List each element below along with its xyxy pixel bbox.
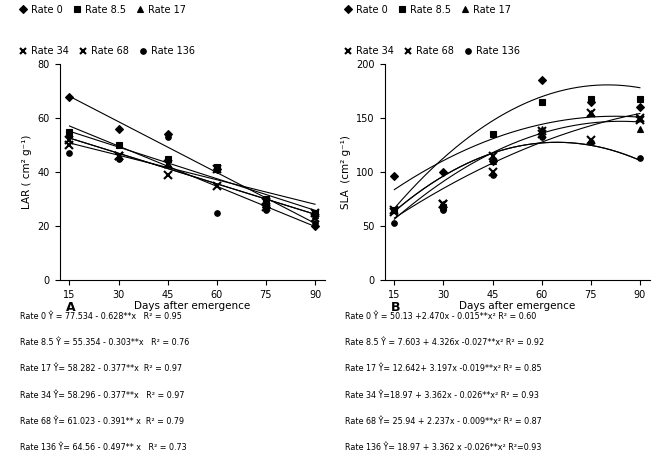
Text: Rate 0 Ŷ = 50.13 +2.470x - 0.015**x² R² = 0.60: Rate 0 Ŷ = 50.13 +2.470x - 0.015**x² R² …: [345, 312, 536, 321]
Text: Rate 0 Ŷ = 77.534 - 0.628**x   R² = 0.95: Rate 0 Ŷ = 77.534 - 0.628**x R² = 0.95: [20, 312, 182, 321]
Text: Rate 17 Ŷ= 58.282 - 0.377**x  R² = 0.97: Rate 17 Ŷ= 58.282 - 0.377**x R² = 0.97: [20, 364, 182, 374]
Text: Rate 68 Ŷ= 25.94 + 2.237x - 0.009**x² R² = 0.87: Rate 68 Ŷ= 25.94 + 2.237x - 0.009**x² R²…: [345, 417, 542, 426]
Text: Rate 34 Ŷ=18.97 + 3.362x - 0.026**x² R² = 0.93: Rate 34 Ŷ=18.97 + 3.362x - 0.026**x² R² …: [345, 391, 538, 400]
Legend: Rate 0, Rate 8.5, Rate 17: Rate 0, Rate 8.5, Rate 17: [18, 5, 186, 15]
Text: B: B: [391, 301, 400, 313]
Text: A: A: [66, 301, 76, 313]
Y-axis label: SLA  (cm² g⁻¹): SLA (cm² g⁻¹): [341, 135, 351, 209]
Text: Rate 17 Ŷ= 12.642+ 3.197x -0.019**x² R² = 0.85: Rate 17 Ŷ= 12.642+ 3.197x -0.019**x² R² …: [345, 364, 542, 374]
Text: Rate 8.5 Ŷ = 55.354 - 0.303**x   R² = 0.76: Rate 8.5 Ŷ = 55.354 - 0.303**x R² = 0.76: [20, 338, 189, 347]
Legend: Rate 0, Rate 8.5, Rate 17: Rate 0, Rate 8.5, Rate 17: [343, 5, 511, 15]
Text: Rate 8.5 Ŷ = 7.603 + 4.326x -0.027**x² R² = 0.92: Rate 8.5 Ŷ = 7.603 + 4.326x -0.027**x² R…: [345, 338, 544, 347]
Text: Rate 136 Ŷ= 18.97 + 3.362 x -0.026**x² R²=0.93: Rate 136 Ŷ= 18.97 + 3.362 x -0.026**x² R…: [345, 443, 541, 452]
Text: Days after emergence: Days after emergence: [134, 301, 251, 311]
Legend: Rate 34, Rate 68, Rate 136: Rate 34, Rate 68, Rate 136: [18, 46, 195, 56]
Text: Rate 68 Ŷ= 61.023 - 0.391** x  R² = 0.79: Rate 68 Ŷ= 61.023 - 0.391** x R² = 0.79: [20, 417, 184, 426]
Text: Rate 136 Ŷ= 64.56 - 0.497** x   R² = 0.73: Rate 136 Ŷ= 64.56 - 0.497** x R² = 0.73: [20, 443, 186, 452]
Legend: Rate 34, Rate 68, Rate 136: Rate 34, Rate 68, Rate 136: [343, 46, 520, 56]
Y-axis label: LAR ( cm² g⁻¹): LAR ( cm² g⁻¹): [22, 135, 32, 209]
Text: Days after emergence: Days after emergence: [459, 301, 575, 311]
Text: Rate 34 Ŷ= 58.296 - 0.377**x   R² = 0.97: Rate 34 Ŷ= 58.296 - 0.377**x R² = 0.97: [20, 391, 184, 400]
